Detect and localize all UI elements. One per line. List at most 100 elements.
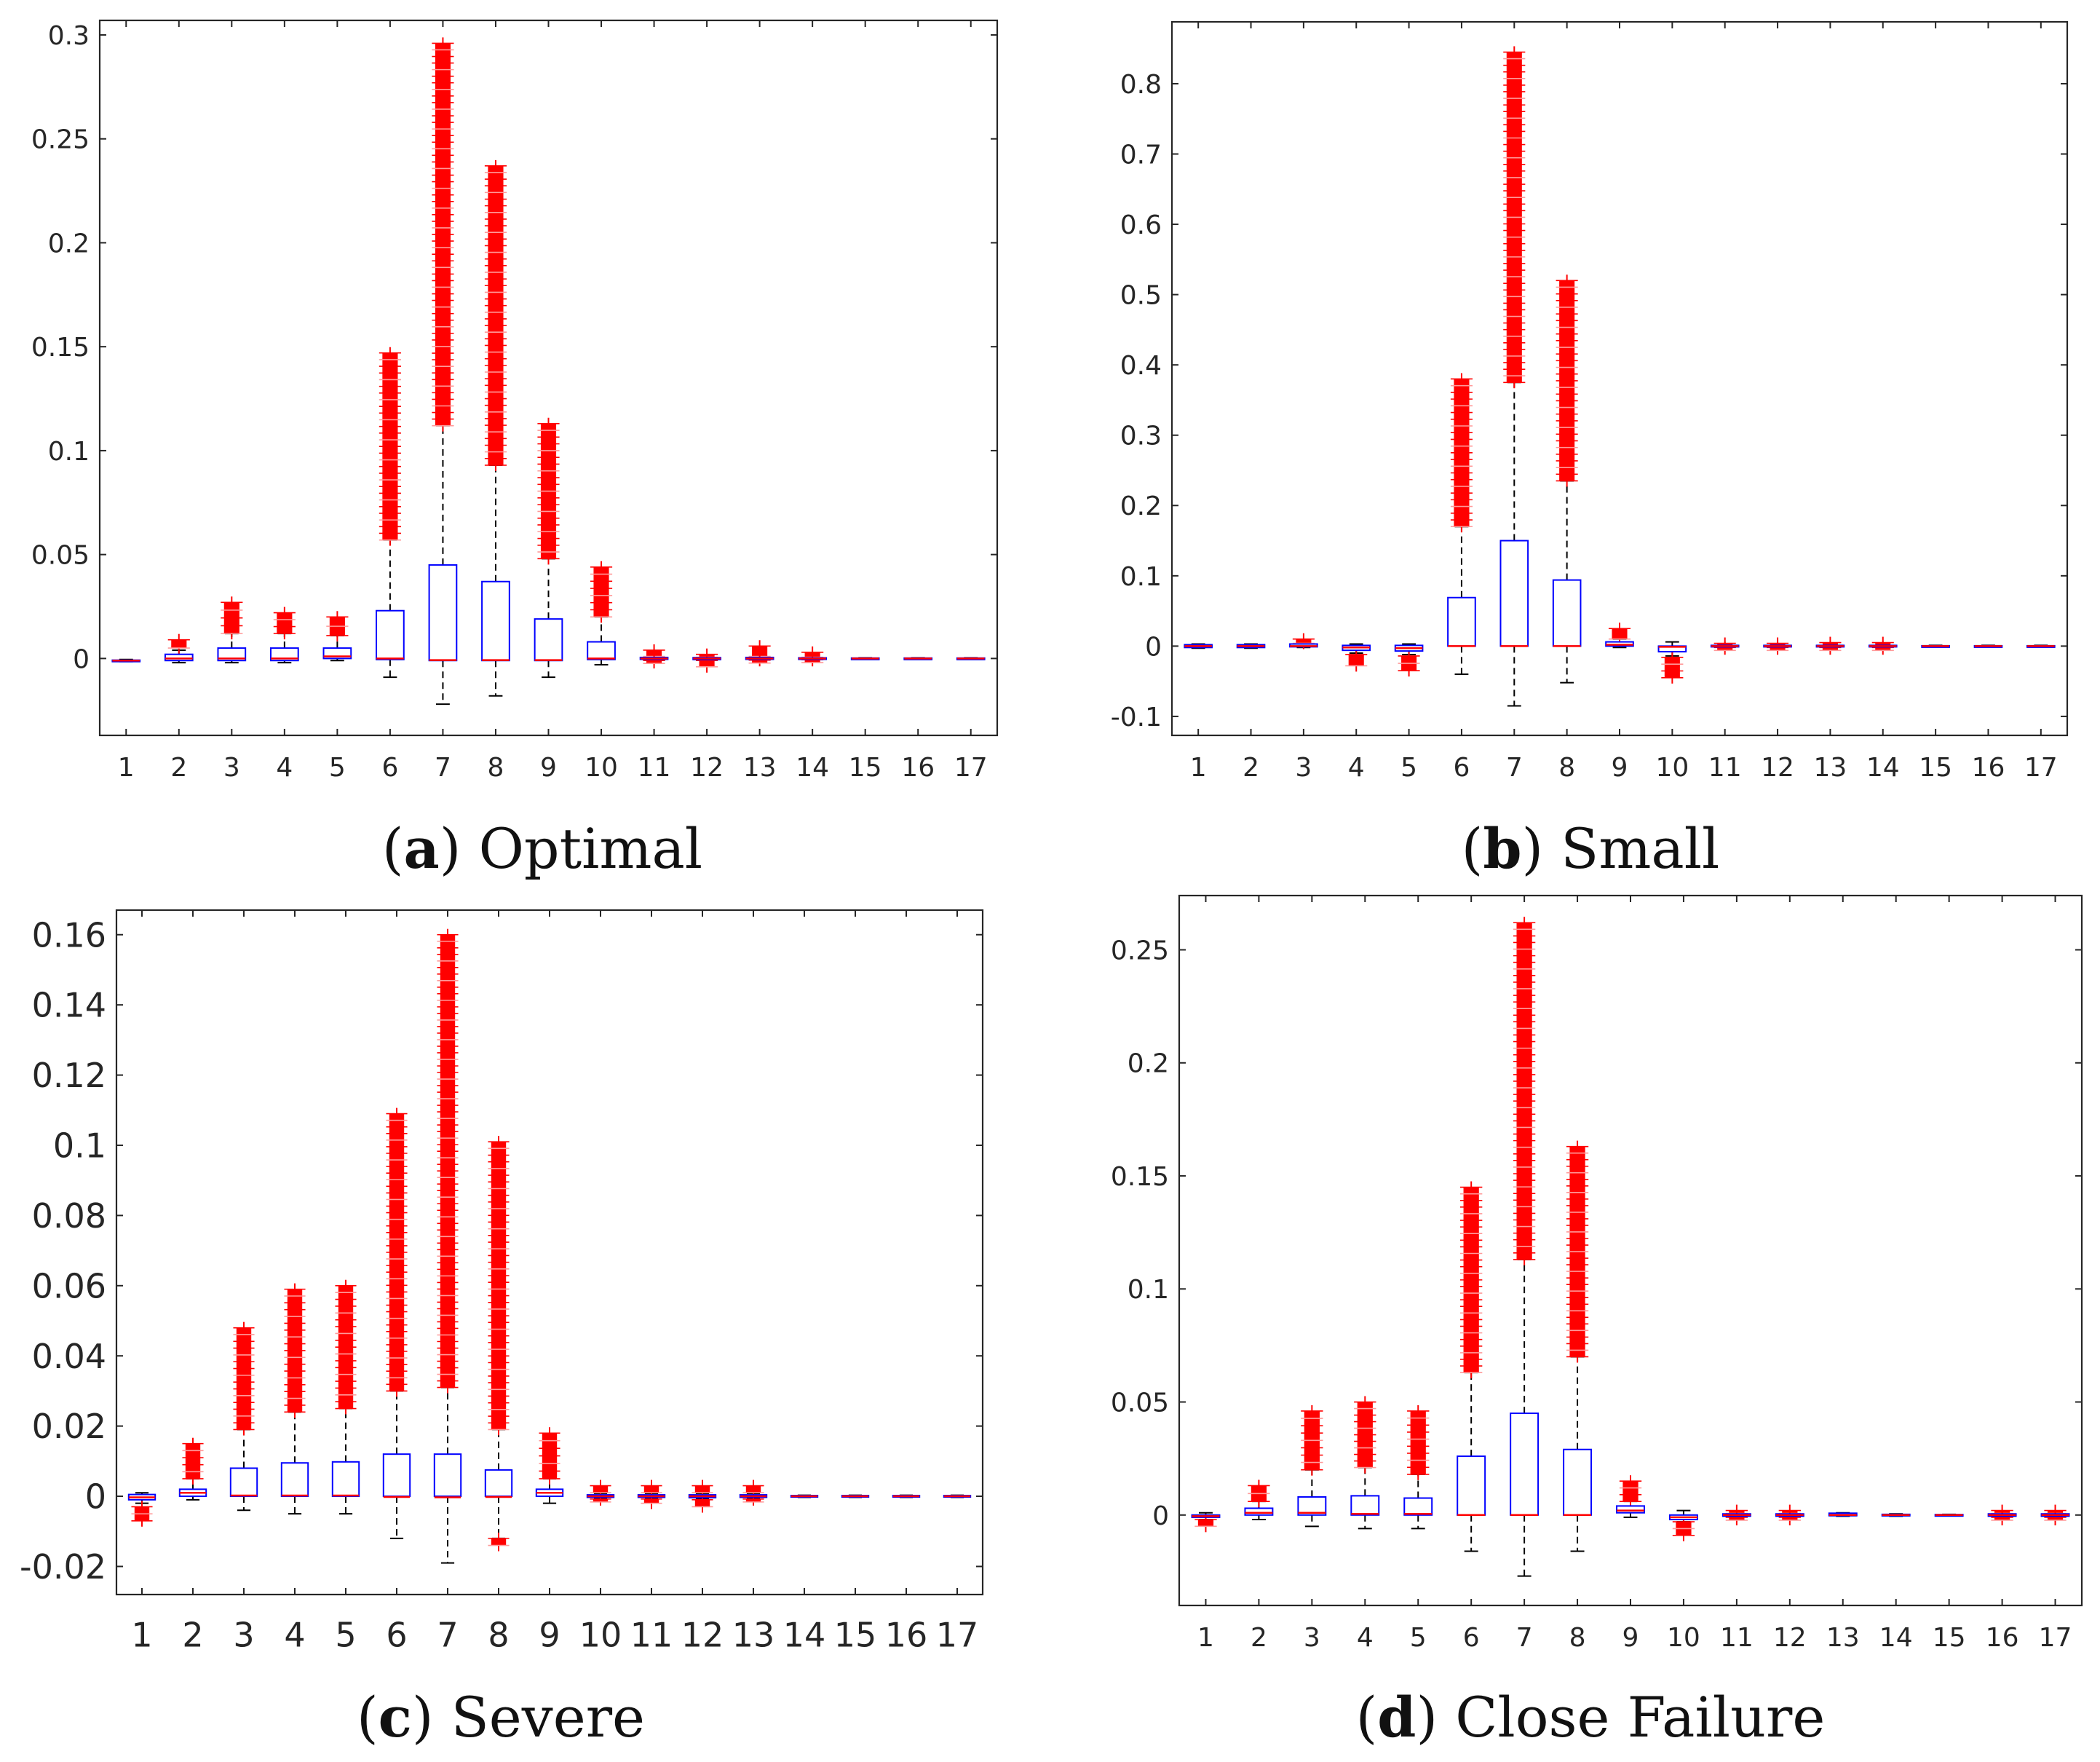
x-tick-label: 15 xyxy=(849,753,882,783)
y-tick-label: 0.08 xyxy=(32,1196,106,1236)
box-7 xyxy=(1510,917,1540,1577)
y-tick-label: 0 xyxy=(1145,632,1162,662)
box-2 xyxy=(178,1437,207,1501)
y-tick-label: 0.1 xyxy=(1128,1275,1169,1305)
y-tick-label: -0.1 xyxy=(1111,703,1162,732)
box-12 xyxy=(1763,637,1792,655)
caption-b-label: b xyxy=(1483,816,1521,881)
y-tick-label: 0.1 xyxy=(53,1126,106,1166)
x-tick-label: 16 xyxy=(901,753,935,783)
x-tick-label: 6 xyxy=(381,753,398,783)
box-body xyxy=(587,641,616,660)
x-tick-label: 14 xyxy=(783,1615,826,1654)
x-tick-label: 14 xyxy=(796,753,829,783)
caption-d-text: Close Failure xyxy=(1455,1685,1825,1750)
box-body xyxy=(280,1462,309,1498)
outliers-low xyxy=(131,1501,153,1527)
box-body xyxy=(433,1453,462,1498)
y-tick-label: 0 xyxy=(1152,1501,1169,1531)
box-3 xyxy=(217,596,247,664)
box-14 xyxy=(1881,1513,1911,1517)
x-tick-label: 13 xyxy=(743,753,777,783)
box-8 xyxy=(1552,274,1582,684)
y-tick-label: 0.4 xyxy=(1120,351,1162,381)
y-tick-label: 0.2 xyxy=(1128,1049,1169,1079)
box-10 xyxy=(1668,1509,1698,1541)
y-tick-label: 0.16 xyxy=(32,915,106,955)
outliers-high xyxy=(437,928,459,1394)
box-11 xyxy=(639,644,669,669)
x-tick-label: 14 xyxy=(1879,1623,1913,1653)
outliers-high xyxy=(379,347,401,546)
x-tick-label: 17 xyxy=(936,1615,979,1654)
x-tick-label: 10 xyxy=(585,753,618,783)
box-12 xyxy=(688,1479,717,1513)
outliers-high xyxy=(1460,1181,1483,1379)
x-tick-label: 10 xyxy=(1667,1623,1700,1653)
x-tick-label: 5 xyxy=(1410,1623,1427,1653)
box-5 xyxy=(1394,643,1424,677)
caption-c-text: Severe xyxy=(451,1685,645,1750)
box-body xyxy=(481,580,510,662)
box-body xyxy=(1403,1497,1433,1516)
outliers-high xyxy=(484,159,507,471)
panel-a-optimal: 00.050.10.150.20.250.31 2 3 4 5 6 7 8 9 10 11 12 13 1… xyxy=(31,19,999,783)
y-tick-label: 0.25 xyxy=(1111,936,1169,965)
x-tick-label: 16 xyxy=(1972,753,2005,783)
caption-c: (c) Severe xyxy=(357,1685,645,1750)
y-tick-label: 0.1 xyxy=(48,437,90,467)
box-10 xyxy=(1657,641,1687,684)
box-15 xyxy=(1934,1513,1964,1517)
y-tick-label: 0.02 xyxy=(32,1407,106,1446)
x-tick-label: 7 xyxy=(435,753,451,783)
box-2 xyxy=(164,633,194,664)
box-5 xyxy=(322,611,352,662)
outliers-low xyxy=(1398,649,1420,677)
box-9 xyxy=(535,1427,564,1504)
box-8 xyxy=(481,159,510,697)
x-tick-label: 12 xyxy=(1761,753,1794,783)
box-14 xyxy=(790,1494,819,1498)
box-6 xyxy=(382,1107,411,1539)
x-tick-label: 9 xyxy=(1612,753,1628,783)
x-tick-label: 15 xyxy=(1933,1623,1966,1653)
x-tick-label: 9 xyxy=(1622,1623,1639,1653)
y-tick-label: 0.1 xyxy=(1120,562,1162,592)
box-body xyxy=(1499,540,1529,647)
x-tick-label: 3 xyxy=(223,753,240,783)
x-tick-label: 8 xyxy=(488,1615,509,1654)
y-tick-label: 0 xyxy=(73,644,90,674)
x-tick-label: 11 xyxy=(1720,1623,1754,1653)
outliers-high xyxy=(182,1437,204,1485)
box-9 xyxy=(534,417,563,679)
x-tick-label: 8 xyxy=(1569,1623,1586,1653)
box-2 xyxy=(1244,1479,1274,1521)
y-tick-label: 0.15 xyxy=(31,333,90,363)
x-tick-label: 13 xyxy=(1826,1623,1860,1653)
box-body xyxy=(1244,1507,1274,1516)
y-tick-label: 0.8 xyxy=(1120,70,1162,100)
box-body xyxy=(376,609,405,660)
x-tick-label: 1 xyxy=(131,1615,152,1654)
outliers-high xyxy=(1619,1475,1642,1508)
x-tick-label: 1 xyxy=(1197,1623,1214,1653)
y-tick-label: 0.2 xyxy=(48,229,90,258)
outliers-high xyxy=(1450,373,1473,533)
y-tick-label: 0.12 xyxy=(32,1056,106,1095)
box-14 xyxy=(1868,636,1898,655)
box-13 xyxy=(1828,1512,1858,1517)
x-tick-label: 1 xyxy=(118,753,135,783)
x-tick-label: 2 xyxy=(1251,1623,1267,1653)
panel-d-close-failure: 00.050.10.150.20.251 2 3 4 5 6 7 8 9 10 11 12 13 14 15… xyxy=(1111,894,2083,1653)
box-7 xyxy=(433,928,462,1564)
box-body xyxy=(382,1453,411,1498)
outliers-high xyxy=(641,1479,662,1499)
y-tick-label: 0.05 xyxy=(1111,1388,1169,1418)
box-16 xyxy=(1973,644,2003,648)
y-tick-label: 0.04 xyxy=(32,1337,106,1376)
x-tick-label: 5 xyxy=(329,753,346,783)
caption-a: (a) Optimal xyxy=(382,816,702,881)
box-5 xyxy=(331,1279,360,1515)
outliers-high xyxy=(1566,1140,1589,1363)
